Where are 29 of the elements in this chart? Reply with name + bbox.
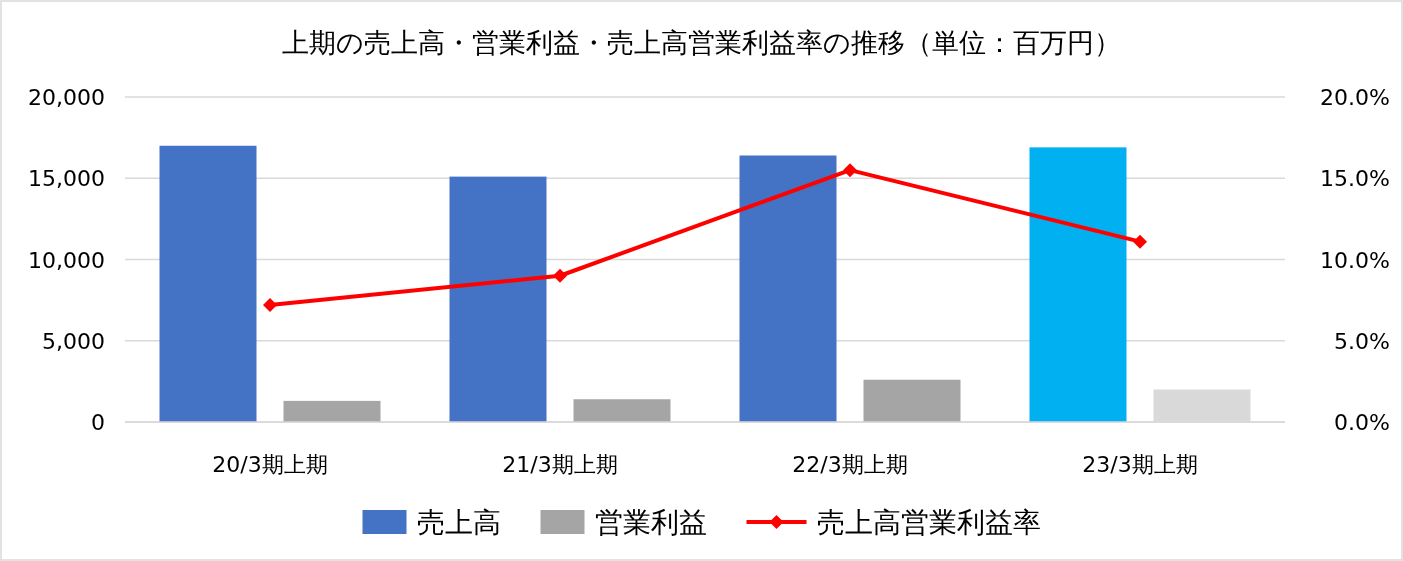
x-tick-label: 22/3期上期 (792, 452, 908, 477)
point (843, 163, 857, 178)
point (1133, 234, 1147, 249)
bar (573, 399, 671, 422)
legend-label: 売上高 (416, 506, 501, 539)
x-tick-label: 23/3期上期 (1082, 452, 1198, 477)
bar (863, 379, 961, 422)
y2-tick-label: 5.0% (1334, 328, 1390, 354)
legend-label: 営業利益 (594, 506, 707, 539)
legend-label: 売上高営業利益率 (816, 506, 1041, 539)
y2-tick-label: 0.0% (1334, 410, 1390, 435)
y-tick-label: 10,000 (28, 247, 105, 273)
bar (159, 145, 257, 422)
bar (449, 176, 547, 422)
y2-tick-label: 15.0% (1320, 166, 1390, 192)
y-tick-label: 5,000 (42, 328, 105, 354)
y-tick-label: 0 (91, 410, 105, 435)
y2-tick-label: 10.0% (1320, 247, 1390, 273)
y-tick-label: 20,000 (28, 85, 105, 110)
x-tick-label: 21/3期上期 (502, 452, 618, 477)
bar (739, 155, 837, 422)
point (553, 268, 567, 283)
x-tick-label: 20/3期上期 (212, 452, 328, 477)
bar (1029, 147, 1127, 422)
point (263, 298, 277, 312)
y-tick-label: 15,000 (28, 166, 105, 192)
y2-tick-label: 20.0% (1320, 85, 1390, 110)
bar (283, 400, 381, 422)
chart-title: 上期の売上高・営業利益・売上高営業利益率の推移（単位：百万円） (282, 27, 1121, 58)
